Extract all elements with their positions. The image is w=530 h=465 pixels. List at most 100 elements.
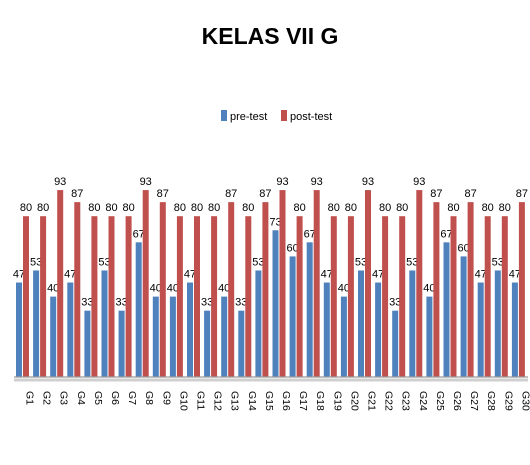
bar-pre-test-G27	[460, 256, 467, 377]
bar-post-test-G6	[108, 216, 115, 377]
chart-title: KELAS VII G	[202, 23, 339, 49]
bar-post-test-G15	[262, 202, 269, 377]
x-tick-label-G18: G18	[314, 391, 326, 411]
x-tick-label-G2: G2	[41, 391, 53, 405]
bar-pre-test-G3	[50, 296, 57, 377]
data-label-post-test-G18: 93	[311, 176, 323, 188]
bar-pre-test-G10	[169, 296, 176, 377]
bar-pre-test-G17	[289, 256, 296, 377]
x-tick-label-G21: G21	[366, 391, 378, 411]
bar-post-test-G20	[347, 216, 354, 377]
data-label-post-test-G9: 87	[157, 188, 169, 200]
x-tick-label-G24: G24	[417, 391, 429, 411]
bar-pre-test-G20	[340, 296, 347, 377]
bar-post-test-G7	[125, 216, 132, 377]
bar-post-test-G27	[467, 202, 474, 377]
x-tick-labels: G1 G2 G3 G4 G5 G6 G7 G8 G9 G10 G11 G12 G13 G14 G15 G16 G…	[24, 391, 530, 411]
bar-pre-test-G9	[152, 296, 159, 377]
data-label-pre-test-G3: 40	[47, 283, 59, 295]
bar-pre-test-G14	[238, 310, 245, 377]
plot-area: 47 80 53 80 40 93 47 87 33 80 53 80 33 80 67 93 40 87 40 80…	[13, 176, 528, 377]
data-label-pre-test-G1: 47	[13, 269, 25, 281]
data-label-post-test-G22: 80	[379, 202, 391, 214]
bar-pre-test-G19	[323, 282, 330, 377]
data-label-pre-test-G26: 67	[440, 228, 452, 240]
data-label-pre-test-G21: 53	[355, 256, 367, 268]
bar-pre-test-G2	[33, 270, 40, 377]
data-label-pre-test-G6: 53	[98, 256, 110, 268]
data-label-post-test-G23: 80	[396, 202, 408, 214]
legend-label-pre-test: pre-test	[230, 111, 267, 123]
data-label-pre-test-G4: 47	[64, 269, 76, 281]
bar-post-test-G5	[91, 216, 98, 377]
data-label-post-test-G30: 87	[516, 188, 528, 200]
bar-pre-test-G6	[101, 270, 108, 377]
data-label-post-test-G21: 93	[362, 176, 374, 188]
x-tick-label-G3: G3	[58, 391, 70, 405]
data-label-pre-test-G30: 47	[509, 269, 521, 281]
data-label-post-test-G16: 93	[276, 176, 288, 188]
data-label-post-test-G7: 80	[122, 202, 134, 214]
x-tick-label-G8: G8	[143, 391, 155, 405]
bar-pre-test-G28	[477, 282, 484, 377]
bar-pre-test-G7	[118, 310, 125, 377]
data-label-pre-test-G23: 33	[389, 297, 401, 309]
data-label-pre-test-G17: 60	[286, 242, 298, 254]
bar-post-test-G13	[228, 202, 235, 377]
bar-pre-test-G21	[358, 270, 364, 377]
data-label-post-test-G11: 80	[191, 202, 203, 214]
data-label-pre-test-G29: 53	[492, 256, 504, 268]
data-label-pre-test-G18: 67	[304, 228, 316, 240]
x-tick-label-G10: G10	[177, 391, 189, 411]
bar-pre-test-G25	[426, 296, 433, 377]
data-label-post-test-G26: 80	[447, 202, 459, 214]
data-label-post-test-G27: 87	[464, 188, 476, 200]
bar-post-test-G8	[142, 190, 149, 377]
data-label-post-test-G4: 87	[71, 188, 83, 200]
data-label-pre-test-G16: 73	[269, 216, 281, 228]
x-tick-label-G12: G12	[212, 391, 224, 411]
bar-pre-test-G23	[392, 310, 399, 377]
data-label-pre-test-G22: 47	[372, 269, 384, 281]
bar-post-test-G14	[245, 216, 252, 377]
data-label-pre-test-G5: 33	[81, 297, 93, 309]
data-label-post-test-G5: 80	[88, 202, 100, 214]
x-tick-label-G19: G19	[331, 391, 343, 411]
data-label-pre-test-G13: 40	[218, 283, 230, 295]
data-label-post-test-G2: 80	[37, 202, 49, 214]
x-tick-label-G30: G30	[519, 391, 530, 411]
bar-post-test-G18	[313, 190, 320, 377]
bar-pre-test-G1	[16, 282, 22, 377]
data-label-pre-test-G20: 40	[338, 283, 350, 295]
bar-post-test-G11	[194, 216, 200, 377]
x-tick-label-G13: G13	[229, 391, 241, 411]
data-label-post-test-G24: 93	[413, 176, 425, 188]
x-tick-label-G28: G28	[485, 391, 497, 411]
x-tick-label-G23: G23	[400, 391, 412, 411]
data-label-post-test-G25: 87	[430, 188, 442, 200]
data-label-pre-test-G14: 33	[235, 297, 247, 309]
bar-pre-test-G8	[135, 242, 142, 377]
bar-pre-test-G29	[494, 270, 501, 377]
bar-pre-test-G26	[443, 242, 450, 377]
bar-post-test-G1	[23, 216, 29, 377]
bar-post-test-G21	[365, 190, 371, 377]
bar-post-test-G29	[501, 216, 508, 377]
x-tick-label-G27: G27	[468, 391, 480, 411]
data-label-pre-test-G2: 53	[30, 256, 42, 268]
bar-pre-test-G16	[272, 230, 279, 377]
bar-post-test-G17	[296, 216, 303, 377]
data-label-post-test-G19: 80	[328, 202, 340, 214]
bar-pre-test-G15	[255, 270, 262, 377]
data-label-pre-test-G24: 53	[406, 256, 418, 268]
bar-post-test-G19	[330, 216, 337, 377]
data-label-pre-test-G10: 40	[167, 283, 179, 295]
data-label-pre-test-G27: 60	[457, 242, 469, 254]
data-label-post-test-G8: 93	[140, 176, 152, 188]
bar-post-test-G12	[211, 216, 218, 377]
data-label-pre-test-G7: 33	[115, 297, 127, 309]
bar-post-test-G26	[450, 216, 457, 377]
data-label-pre-test-G19: 47	[321, 269, 333, 281]
data-label-pre-test-G8: 67	[133, 228, 145, 240]
